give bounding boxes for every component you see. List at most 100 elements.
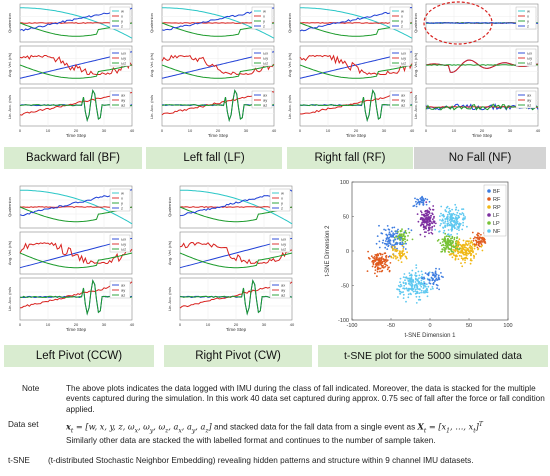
tsne-point xyxy=(408,272,411,274)
tsne-point xyxy=(381,262,383,265)
tsne-point xyxy=(418,200,420,203)
tsne-point xyxy=(459,251,462,253)
tsne-point xyxy=(386,248,389,250)
tsne-point xyxy=(411,284,413,286)
y-axis-label: Ang. Vel. (r/s) xyxy=(149,52,154,77)
dataset-T: T xyxy=(478,421,483,428)
sep3: , a xyxy=(168,421,179,432)
tsne-point xyxy=(428,215,430,218)
tsne-point xyxy=(428,227,430,230)
tsne-point xyxy=(473,243,476,246)
tsne-point xyxy=(434,270,437,273)
legend-label: ay xyxy=(527,98,531,103)
tsne-point xyxy=(399,285,401,288)
tsne-point xyxy=(430,222,433,224)
x-tick-label: 20 xyxy=(354,128,359,133)
series-line-2 xyxy=(179,252,293,269)
tsne-point xyxy=(457,244,460,247)
tsne-point xyxy=(378,224,380,227)
tsne-point xyxy=(391,226,394,229)
tsne-point xyxy=(476,246,479,249)
tsne-point xyxy=(481,239,483,241)
tsne-point xyxy=(379,262,382,265)
legend-label: ωx xyxy=(527,51,532,56)
tsne-point xyxy=(431,227,433,229)
tsne-point xyxy=(447,235,450,238)
tsne-point xyxy=(384,229,387,231)
tsne-x-tick: -100 xyxy=(346,323,357,329)
tsne-point xyxy=(408,279,411,281)
legend-label: ωy xyxy=(527,56,532,61)
tsne-point xyxy=(384,246,387,249)
tsne-point xyxy=(437,276,440,278)
tsne-point xyxy=(396,238,399,240)
tsne-point xyxy=(480,233,482,236)
tsne-point xyxy=(424,291,426,294)
tsne-point xyxy=(472,237,475,240)
sub-z1: z xyxy=(165,427,169,435)
tsne-point xyxy=(446,205,449,208)
legend-label: x xyxy=(401,14,403,19)
tsne-point xyxy=(453,246,456,249)
tsne-point xyxy=(382,258,385,261)
tsne-point xyxy=(414,281,417,283)
tsne-point xyxy=(406,239,409,242)
tsne-point xyxy=(448,248,451,250)
tsne-point xyxy=(466,240,469,243)
legend-label: ωz xyxy=(263,61,268,66)
tsne-point xyxy=(447,238,449,240)
tsne-point xyxy=(444,220,447,223)
tsne-point xyxy=(460,255,463,257)
tsne-point xyxy=(427,213,430,216)
tsne-x-label: t-SNE Dimension 1 xyxy=(404,333,456,339)
x-tick-label: 10 xyxy=(188,128,193,133)
y-axis-label: Ang. Vel. (r/s) xyxy=(287,52,292,77)
tsne-point xyxy=(407,288,410,291)
tsne-point xyxy=(419,298,422,301)
legend-label: ωx xyxy=(121,237,126,242)
tsne-point xyxy=(420,270,423,273)
tsne-point xyxy=(458,229,460,231)
tsne-point xyxy=(442,231,445,234)
tsne-point xyxy=(456,255,458,258)
tsne-point xyxy=(469,242,472,244)
legend-box xyxy=(109,280,131,299)
legend-label: ωz xyxy=(401,61,406,66)
tsne-point xyxy=(457,252,459,255)
tsne-point xyxy=(456,236,459,238)
y-axis-label: Quaternion xyxy=(7,13,12,33)
tsne-point xyxy=(482,238,485,241)
tsne-point xyxy=(451,226,453,229)
tsne-point xyxy=(403,284,406,287)
tsne-point xyxy=(411,288,414,291)
tsne-point xyxy=(468,246,471,249)
tsne-point xyxy=(396,256,399,259)
tsne-point xyxy=(386,236,389,239)
series-line-1 xyxy=(19,242,133,265)
tsne-point xyxy=(444,244,447,247)
tsne-point xyxy=(391,247,394,249)
legend-label: w xyxy=(527,9,530,14)
tsne-point xyxy=(440,272,442,274)
tsne-point xyxy=(462,213,465,215)
tsne-point xyxy=(410,274,412,276)
tsne-point xyxy=(425,215,427,217)
note-text: The above plots indicates the data logge… xyxy=(66,384,545,414)
x-axis-label: Time Step xyxy=(208,133,229,138)
tsne-point xyxy=(405,257,408,260)
caption-backward-fall: Backward fall (BF) xyxy=(4,147,142,169)
tsne-point xyxy=(470,258,472,260)
tsne-point xyxy=(462,258,464,261)
tsne-point xyxy=(400,252,402,255)
tsne-point xyxy=(402,297,405,299)
tsne-point xyxy=(423,281,425,283)
tsne-point xyxy=(373,257,376,260)
x-tick-label: 40 xyxy=(130,128,135,133)
tsne-point xyxy=(451,220,454,222)
legend-label: z xyxy=(121,24,123,29)
tsne-point xyxy=(464,261,466,264)
tsne-point xyxy=(457,224,460,226)
tsne-point xyxy=(424,272,427,274)
tsne-point xyxy=(484,240,486,243)
tsne-point xyxy=(481,241,484,243)
